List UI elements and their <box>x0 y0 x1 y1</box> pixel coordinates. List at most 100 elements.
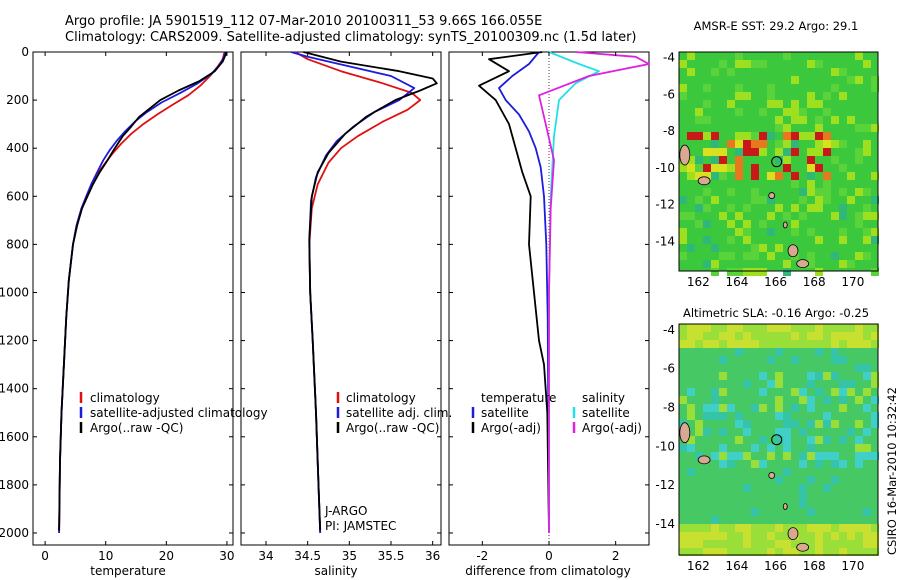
map-cell <box>679 196 687 204</box>
map-cell <box>775 204 783 212</box>
map-cell <box>711 156 719 164</box>
map-y-tick-label: -12 <box>655 198 675 212</box>
map-cell <box>807 100 815 108</box>
map-cell <box>767 172 775 180</box>
map-cell <box>695 532 703 540</box>
map-cell <box>735 420 743 428</box>
y-tick-label: 2000 <box>0 526 29 540</box>
map-cell <box>719 532 727 540</box>
map-cell <box>727 340 735 348</box>
map-cell <box>735 172 743 180</box>
map-cell <box>695 324 703 332</box>
map-cell <box>695 340 703 348</box>
map-cell <box>791 100 799 108</box>
map-cell <box>743 268 751 276</box>
series-layer <box>58 51 650 545</box>
map-cell <box>815 268 823 276</box>
map-x-tick-label: 164 <box>726 275 749 289</box>
map-cell <box>871 332 879 340</box>
map-cell <box>759 196 767 204</box>
map-cell <box>695 116 703 124</box>
map-cell <box>863 204 871 212</box>
map-cell <box>783 140 791 148</box>
map-cell <box>799 484 807 492</box>
map-cell <box>743 540 751 548</box>
island-shape <box>787 527 799 541</box>
map-cell <box>871 396 879 404</box>
map-cell <box>839 188 847 196</box>
map-cell <box>831 452 839 460</box>
credit-stamp: CSIRO 16-Mar-2010 10:32:42 <box>885 387 899 555</box>
map-cell <box>831 372 839 380</box>
map-cell <box>711 324 719 332</box>
map-cell <box>703 404 711 412</box>
map-cell <box>855 436 863 444</box>
map-cell <box>807 204 815 212</box>
map-cell <box>815 540 823 548</box>
y-tick-label: 1200 <box>0 334 29 348</box>
map-cell <box>839 324 847 332</box>
map-cell <box>711 260 719 268</box>
map-cell <box>727 404 735 412</box>
map-cell <box>743 92 751 100</box>
map-cell <box>687 332 695 340</box>
legend-label-sal-argo: Argo(-adj) <box>582 421 642 435</box>
sla-map-cells <box>679 324 879 556</box>
map-cell <box>695 452 703 460</box>
map-cell <box>735 140 743 148</box>
temperature-xlabel: temperature <box>90 564 165 578</box>
map-cell <box>743 236 751 244</box>
map-cell <box>783 524 791 532</box>
legend-group-temperature: temperature <box>481 391 556 405</box>
map-cell <box>799 196 807 204</box>
sla-map-title: Altimetric SLA: -0.16 Argo: -0.25 <box>683 306 869 320</box>
map-cell <box>831 68 839 76</box>
map-cell <box>719 156 727 164</box>
legend-group-salinity: salinity <box>582 391 625 405</box>
map-cell <box>871 268 879 276</box>
map-cell <box>767 324 775 332</box>
map-cell <box>831 356 839 364</box>
map-cell <box>735 452 743 460</box>
map-cell <box>807 156 815 164</box>
map-cell <box>871 540 879 548</box>
map-cell <box>775 124 783 132</box>
map-cell <box>679 444 687 452</box>
map-cell <box>823 420 831 428</box>
map-cell <box>791 540 799 548</box>
map-cell <box>847 116 855 124</box>
map-cell <box>687 404 695 412</box>
map-cell <box>727 324 735 332</box>
map-cell <box>727 548 735 556</box>
map-cell <box>743 548 751 556</box>
map-cell <box>807 148 815 156</box>
map-cell <box>711 172 719 180</box>
map-cell <box>823 548 831 556</box>
map-cell <box>687 324 695 332</box>
map-cell <box>799 500 807 508</box>
map-x-tick-label: 166 <box>764 559 787 573</box>
map-cell <box>783 148 791 156</box>
float-program-label: J-ARGO <box>324 504 367 518</box>
map-cell <box>703 236 711 244</box>
map-cell <box>871 420 879 428</box>
map-cell <box>831 348 839 356</box>
map-cell <box>855 548 863 556</box>
map-cell <box>799 188 807 196</box>
map-cell <box>871 124 879 132</box>
map-cell <box>807 524 815 532</box>
island-shape <box>697 455 711 465</box>
map-cell <box>823 396 831 404</box>
map-cell <box>735 84 743 92</box>
island-shape <box>787 244 799 258</box>
map-y-tick-label: -10 <box>655 161 675 175</box>
map-cell <box>783 340 791 348</box>
map-cell <box>791 204 799 212</box>
map-cell <box>759 404 767 412</box>
map-cell <box>807 60 815 68</box>
map-cell <box>799 548 807 556</box>
map-cell <box>791 548 799 556</box>
map-cell <box>767 84 775 92</box>
map-cell <box>703 324 711 332</box>
map-cell <box>831 388 839 396</box>
